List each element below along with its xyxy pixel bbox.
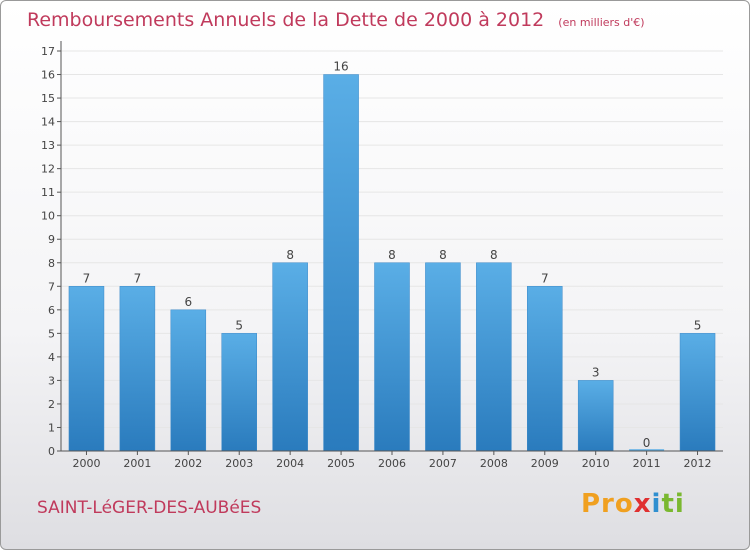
bar bbox=[119, 286, 156, 452]
x-tick-label: 2001 bbox=[123, 457, 151, 470]
y-tick-label: 14 bbox=[41, 116, 55, 129]
data-label: 0 bbox=[643, 436, 651, 450]
y-tick-label: 0 bbox=[48, 445, 55, 458]
logo-part-2: x bbox=[633, 489, 652, 519]
data-label: 5 bbox=[235, 318, 243, 332]
chart-title: Remboursements Annuels de la Dette de 20… bbox=[27, 9, 645, 31]
y-tick-label: 1 bbox=[48, 421, 55, 434]
y-tick-label: 16 bbox=[41, 69, 55, 82]
bar bbox=[679, 333, 716, 452]
bar bbox=[577, 380, 614, 452]
bar bbox=[68, 286, 105, 452]
bar bbox=[170, 309, 207, 452]
chart-title-text: Remboursements Annuels de la Dette de 20… bbox=[27, 9, 545, 31]
bar bbox=[374, 262, 410, 452]
x-tick-label: 2007 bbox=[429, 457, 457, 470]
bars: 7 7 6 5 8 16 8 8 8 7 3 0 5 bbox=[68, 60, 716, 452]
data-label: 7 bbox=[83, 271, 91, 285]
y-tick-label: 17 bbox=[41, 45, 55, 58]
town-name: SAINT-LéGER-DES-AUBéES bbox=[37, 498, 262, 518]
data-label: 8 bbox=[388, 248, 396, 262]
data-label: 8 bbox=[490, 248, 498, 262]
bar bbox=[323, 74, 359, 452]
x-tick-label: 2006 bbox=[378, 457, 406, 470]
bar bbox=[527, 286, 563, 452]
x-tick-label: 2000 bbox=[72, 457, 100, 470]
y-tick-label: 6 bbox=[48, 304, 55, 317]
x-tick-label: 2008 bbox=[480, 457, 508, 470]
x-tick-label: 2005 bbox=[327, 457, 355, 470]
bar bbox=[272, 262, 308, 452]
data-label: 6 bbox=[184, 295, 192, 309]
y-tick-label: 8 bbox=[48, 257, 55, 270]
y-tick-label: 15 bbox=[41, 92, 55, 105]
y-tick-label: 13 bbox=[41, 139, 55, 152]
data-label: 8 bbox=[286, 248, 294, 262]
data-label: 7 bbox=[134, 271, 142, 285]
bar bbox=[476, 262, 512, 452]
x-tick-label: 2004 bbox=[276, 457, 304, 470]
y-tick-label: 12 bbox=[41, 163, 55, 176]
data-label: 3 bbox=[592, 365, 600, 379]
x-tick-label: 2010 bbox=[582, 457, 610, 470]
data-label: 5 bbox=[694, 318, 702, 332]
x-tick-label: 2011 bbox=[633, 457, 661, 470]
data-label: 7 bbox=[541, 271, 549, 285]
bar bbox=[425, 262, 461, 452]
chart-subtitle: (en milliers d'€) bbox=[558, 16, 645, 29]
x-tick-label: 2002 bbox=[174, 457, 202, 470]
y-tick-label: 9 bbox=[48, 233, 55, 246]
logo-part-4: ti bbox=[661, 489, 685, 519]
proxiti-logo: Proxiti bbox=[581, 489, 685, 519]
y-tick-label: 4 bbox=[48, 351, 55, 364]
bar bbox=[221, 333, 257, 452]
logo-part-3: i bbox=[651, 489, 662, 519]
y-tick-label: 11 bbox=[41, 186, 55, 199]
y-tick-label: 10 bbox=[41, 210, 55, 223]
y-tick-label: 2 bbox=[48, 398, 55, 411]
logo-part-1: Pro bbox=[581, 489, 634, 519]
data-label: 8 bbox=[439, 248, 447, 262]
y-tick-label: 7 bbox=[48, 280, 55, 293]
x-tick-label: 2012 bbox=[684, 457, 712, 470]
x-tick-label: 2003 bbox=[225, 457, 253, 470]
y-tick-label: 5 bbox=[48, 327, 55, 340]
data-label: 16 bbox=[333, 60, 348, 74]
x-tick-label: 2009 bbox=[531, 457, 559, 470]
y-tick-label: 3 bbox=[48, 374, 55, 387]
